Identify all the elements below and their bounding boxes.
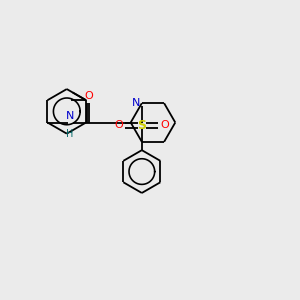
Text: O: O [160, 121, 169, 130]
Text: O: O [85, 91, 94, 101]
Text: S: S [137, 119, 146, 132]
Text: O: O [114, 121, 123, 130]
Text: H: H [66, 129, 74, 139]
Text: N: N [66, 111, 74, 121]
Text: N: N [132, 98, 140, 108]
